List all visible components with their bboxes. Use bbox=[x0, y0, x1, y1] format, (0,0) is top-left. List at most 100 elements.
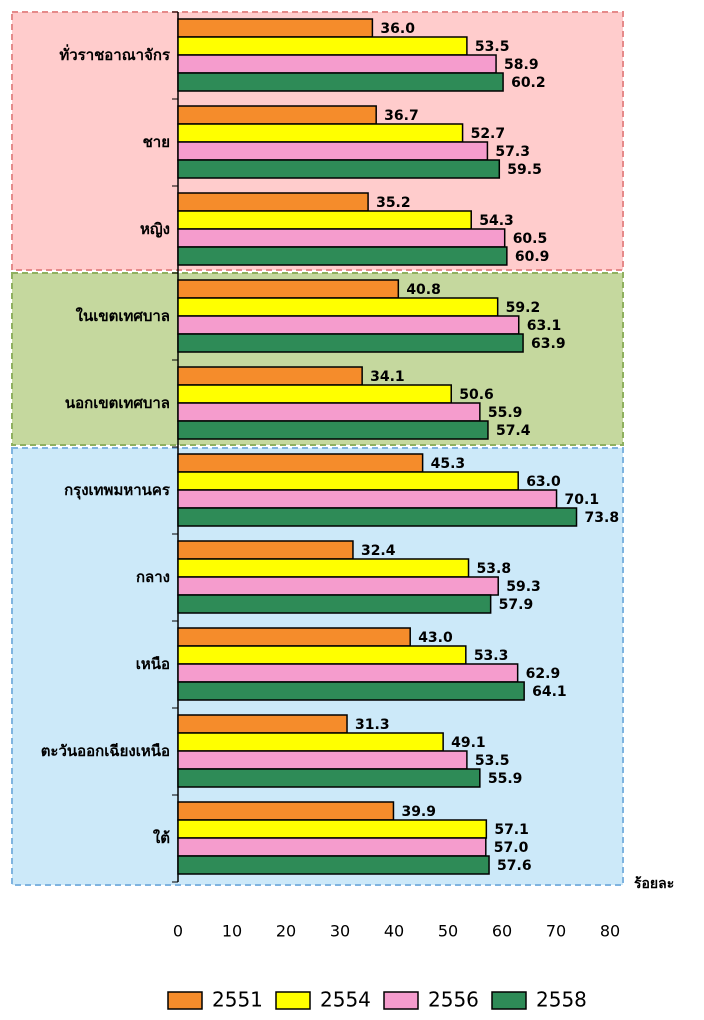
bar bbox=[177, 645, 467, 665]
bar bbox=[177, 192, 369, 212]
bar bbox=[177, 627, 411, 647]
bar bbox=[177, 732, 444, 752]
value-label: 64.1 bbox=[532, 684, 567, 700]
bar bbox=[177, 210, 472, 230]
value-label: 36.0 bbox=[380, 21, 415, 37]
bar bbox=[177, 819, 488, 839]
legend-swatch bbox=[383, 991, 419, 1010]
category-label: ชาย bbox=[143, 133, 170, 151]
value-label: 35.2 bbox=[376, 195, 411, 211]
value-label: 73.8 bbox=[585, 510, 620, 526]
bar bbox=[177, 576, 499, 596]
bar bbox=[177, 246, 508, 266]
legend-label: 2558 bbox=[536, 988, 587, 1012]
category-label: กลาง bbox=[136, 568, 170, 586]
value-label: 32.4 bbox=[361, 543, 396, 559]
bar bbox=[177, 471, 519, 491]
value-label: 60.9 bbox=[515, 249, 550, 265]
bar bbox=[177, 384, 452, 404]
bar bbox=[177, 141, 489, 161]
value-label: 59.2 bbox=[506, 300, 541, 316]
x-tick-label: 0 bbox=[173, 922, 183, 941]
value-label: 63.1 bbox=[527, 318, 562, 334]
value-label: 70.1 bbox=[565, 492, 600, 508]
value-label: 55.9 bbox=[488, 771, 523, 787]
value-label: 52.7 bbox=[471, 126, 506, 142]
x-tick-label: 50 bbox=[438, 922, 458, 941]
bar bbox=[177, 714, 348, 734]
legend-label: 2554 bbox=[320, 988, 371, 1012]
bar bbox=[177, 507, 578, 527]
bar bbox=[177, 123, 464, 143]
legend-label: 2556 bbox=[428, 988, 479, 1012]
bar bbox=[177, 837, 487, 857]
value-label: 57.1 bbox=[494, 822, 529, 838]
value-label: 53.5 bbox=[475, 753, 510, 769]
x-tick-label: 60 bbox=[492, 922, 512, 941]
value-label: 57.6 bbox=[497, 858, 532, 874]
bar bbox=[177, 36, 468, 56]
bar bbox=[177, 72, 504, 92]
bar bbox=[177, 681, 525, 701]
value-label: 31.3 bbox=[355, 717, 390, 733]
bar bbox=[177, 558, 470, 578]
bar bbox=[177, 402, 481, 422]
bar bbox=[177, 315, 520, 335]
value-label: 54.3 bbox=[479, 213, 514, 229]
x-tick-label: 80 bbox=[600, 922, 620, 941]
bar bbox=[177, 855, 490, 875]
bar bbox=[177, 18, 374, 38]
bar bbox=[177, 159, 501, 179]
bar bbox=[177, 594, 492, 614]
value-label: 57.3 bbox=[495, 144, 530, 160]
value-label: 62.9 bbox=[526, 666, 561, 682]
legend-swatch bbox=[167, 991, 203, 1010]
value-label: 53.8 bbox=[477, 561, 512, 577]
value-label: 43.0 bbox=[418, 630, 453, 646]
value-label: 57.0 bbox=[494, 840, 529, 856]
bar bbox=[177, 489, 558, 509]
bar bbox=[177, 420, 489, 440]
bar bbox=[177, 768, 481, 788]
value-label: 53.3 bbox=[474, 648, 509, 664]
category-label: ตะวันออกเฉียงเหนือ bbox=[41, 742, 170, 760]
value-label: 63.0 bbox=[526, 474, 561, 490]
x-tick-label: 70 bbox=[546, 922, 566, 941]
bar bbox=[177, 540, 354, 560]
value-label: 58.9 bbox=[504, 57, 539, 73]
value-label: 45.3 bbox=[431, 456, 466, 472]
bar bbox=[177, 105, 377, 125]
bar bbox=[177, 366, 363, 386]
x-axis-label: ร้อยละ bbox=[634, 876, 674, 892]
value-label: 39.9 bbox=[401, 804, 436, 820]
bar bbox=[177, 333, 524, 353]
value-label: 36.7 bbox=[384, 108, 419, 124]
bar bbox=[177, 279, 400, 299]
value-label: 50.6 bbox=[459, 387, 494, 403]
value-label: 60.5 bbox=[513, 231, 548, 247]
x-tick-label: 40 bbox=[384, 922, 404, 941]
bar bbox=[177, 801, 395, 821]
bar bbox=[177, 297, 499, 317]
value-label: 60.2 bbox=[511, 75, 546, 91]
value-label: 55.9 bbox=[488, 405, 523, 421]
bar bbox=[177, 453, 424, 473]
category-label: ในเขตเทศบาล bbox=[76, 307, 170, 325]
category-label: ทั่วราชอาณาจักร bbox=[59, 44, 171, 64]
category-label: ใต้ bbox=[153, 829, 170, 847]
x-tick-label: 20 bbox=[276, 922, 296, 941]
value-label: 57.4 bbox=[496, 423, 531, 439]
value-label: 49.1 bbox=[451, 735, 486, 751]
bar bbox=[177, 663, 519, 683]
value-label: 59.5 bbox=[507, 162, 542, 178]
x-tick-label: 10 bbox=[222, 922, 242, 941]
category-label: นอกเขตเทศบาล bbox=[65, 394, 170, 412]
legend-swatch bbox=[275, 991, 311, 1010]
bar bbox=[177, 228, 506, 248]
value-label: 59.3 bbox=[506, 579, 541, 595]
legend-label: 2551 bbox=[212, 988, 263, 1012]
value-label: 53.5 bbox=[475, 39, 510, 55]
x-tick-label: 30 bbox=[330, 922, 350, 941]
bar bbox=[177, 54, 497, 74]
